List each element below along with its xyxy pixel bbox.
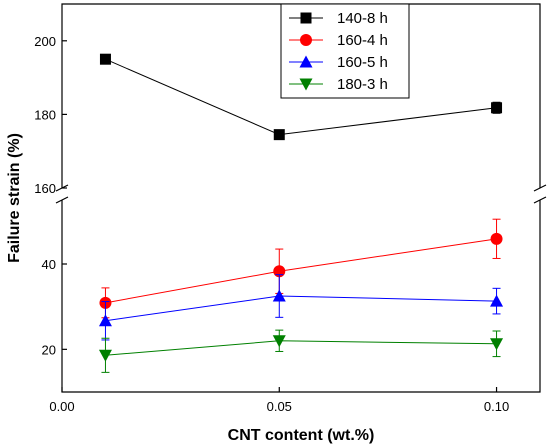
data-point [99, 53, 111, 65]
series-180-3h [98, 329, 504, 373]
series-line [105, 340, 497, 356]
axis-break-mark [533, 196, 547, 204]
data-point [490, 232, 503, 245]
y-axis-title: Failure strain (%) [6, 133, 23, 263]
legend: 140-8 h 160-4 h 160-5 h 180-3 h [280, 3, 410, 99]
data-point [98, 314, 112, 327]
legend-marker [299, 78, 313, 91]
x-axis-title: CNT content (wt.%) [228, 427, 375, 444]
y-tick-label: 20 [42, 342, 56, 357]
axis-break-mark [533, 184, 547, 192]
y-tick-label: 160 [34, 181, 56, 196]
data-point [491, 102, 503, 114]
legend-entry: 140-8 h [289, 10, 388, 27]
x-tick-label: 0.00 [49, 399, 74, 414]
data-point [273, 129, 285, 141]
x-tick-label: 0.10 [484, 399, 509, 414]
legend-entry: 160-4 h [289, 32, 388, 49]
y-tick-label: 180 [34, 107, 56, 122]
axis-break-mark [55, 196, 69, 204]
data-point [490, 338, 504, 351]
plot-area [98, 53, 504, 373]
data-point [272, 289, 286, 302]
legend-label: 160-5 h [337, 54, 388, 71]
legend-label: 160-4 h [337, 32, 388, 49]
series-line [105, 238, 497, 304]
y-tick-label: 40 [42, 257, 56, 272]
legend-marker [299, 55, 313, 68]
series-160-5h [98, 274, 504, 341]
legend-label: 180-3 h [337, 76, 388, 93]
legend-entry: 180-3 h [289, 76, 388, 93]
legend-marker [300, 12, 312, 24]
axes-frame-lower [61, 200, 541, 393]
data-point [490, 294, 504, 307]
x-tick-label: 0.05 [267, 399, 292, 414]
series-140-8h [99, 53, 503, 141]
data-point [272, 335, 286, 348]
data-point [98, 349, 112, 362]
series-line [105, 295, 497, 322]
legend-label: 140-8 h [337, 10, 388, 27]
series-160-4h [99, 218, 503, 319]
legend-marker [300, 34, 312, 46]
legend-entry: 160-5 h [289, 54, 388, 71]
y-tick-label: 200 [34, 34, 56, 49]
